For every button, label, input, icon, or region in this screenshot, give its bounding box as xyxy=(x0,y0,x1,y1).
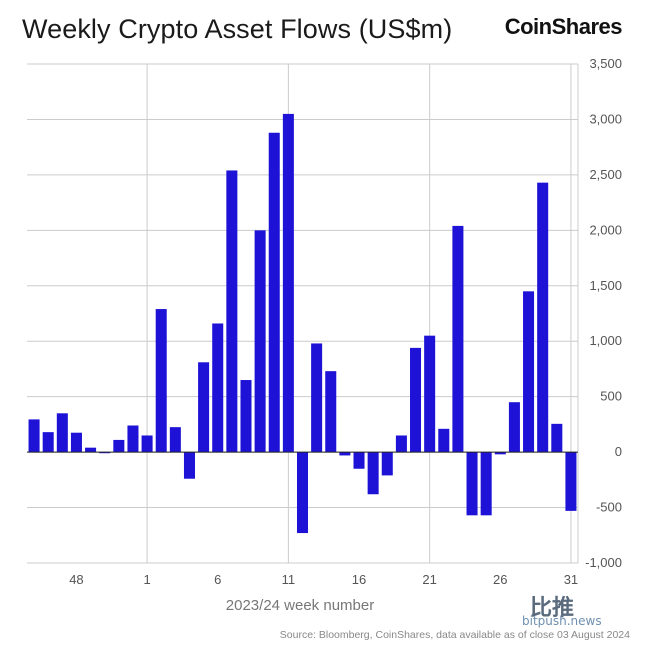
x-axis-label: 2023/24 week number xyxy=(226,597,374,614)
bar-week-52 xyxy=(127,425,139,453)
x-tick-label: 16 xyxy=(352,572,366,587)
bar-week-4 xyxy=(183,452,195,479)
bar-week-16 xyxy=(353,452,365,469)
y-tick-label: -500 xyxy=(596,500,622,515)
chart-title: Weekly Crypto Asset Flows (US$m) xyxy=(22,14,453,44)
bar-week-12 xyxy=(296,452,309,534)
bar-week-48 xyxy=(70,432,82,453)
x-tick-label: 31 xyxy=(564,572,578,587)
bar-week-5 xyxy=(198,362,210,453)
bar-week-23 xyxy=(452,225,464,453)
watermark-url: bitpush.news xyxy=(522,614,602,628)
y-tick-label: 2,500 xyxy=(589,167,622,182)
bar-week-6 xyxy=(212,323,224,453)
bar-week-14 xyxy=(325,371,337,453)
bar-week-45 xyxy=(28,419,40,453)
bar-week-25 xyxy=(480,452,492,516)
bar-week-8 xyxy=(240,380,252,453)
y-tick-label: -1,000 xyxy=(585,555,622,570)
y-tick-label: 1,500 xyxy=(589,278,622,293)
bar-week-46 xyxy=(42,432,54,453)
bar-week-17 xyxy=(367,452,379,495)
bar-week-30 xyxy=(551,423,563,453)
bar-week-24 xyxy=(466,452,478,516)
bar-week-26 xyxy=(494,452,506,455)
bar-week-27 xyxy=(508,402,520,453)
x-tick-label: 48 xyxy=(69,572,83,587)
y-tick-label: 500 xyxy=(600,389,622,404)
bar-week-15 xyxy=(339,452,351,456)
bar-week-47 xyxy=(56,413,68,453)
bar-week-50 xyxy=(99,452,111,454)
bar-week-51 xyxy=(113,439,125,453)
x-tick-label: 21 xyxy=(422,572,436,587)
y-tick-label: 0 xyxy=(615,444,622,459)
bar-week-10 xyxy=(268,132,280,453)
bar-week-1 xyxy=(141,435,153,453)
x-tick-label: 11 xyxy=(282,572,296,587)
bar-week-3 xyxy=(169,427,181,453)
y-tick-label: 1,000 xyxy=(589,333,622,348)
bar-week-11 xyxy=(282,113,294,453)
bar-week-19 xyxy=(395,435,407,453)
x-tick-label: 6 xyxy=(214,572,221,587)
bar-week-31 xyxy=(565,452,577,511)
brand-logo: CoinShares xyxy=(504,14,623,39)
source-note: Source: Bloomberg, CoinShares, data avai… xyxy=(279,629,630,641)
bar-week-20 xyxy=(410,347,422,453)
bar-week-18 xyxy=(381,452,393,476)
bar-week-13 xyxy=(311,343,323,453)
bar-week-2 xyxy=(155,309,167,453)
bar-week-9 xyxy=(254,230,266,453)
x-tick-label: 1 xyxy=(143,572,150,587)
bar-week-22 xyxy=(438,428,450,453)
bar-week-7 xyxy=(226,170,238,453)
y-tick-label: 2,000 xyxy=(589,222,622,237)
bar-week-28 xyxy=(523,291,535,453)
y-tick-label: 3,500 xyxy=(589,56,622,71)
x-tick-label: 26 xyxy=(493,572,507,587)
bar-week-29 xyxy=(537,182,549,453)
y-tick-label: 3,000 xyxy=(589,111,622,126)
watermark-logo-text: 比推 xyxy=(530,596,575,621)
bar-week-21 xyxy=(424,335,436,453)
bar-week-49 xyxy=(85,447,97,453)
